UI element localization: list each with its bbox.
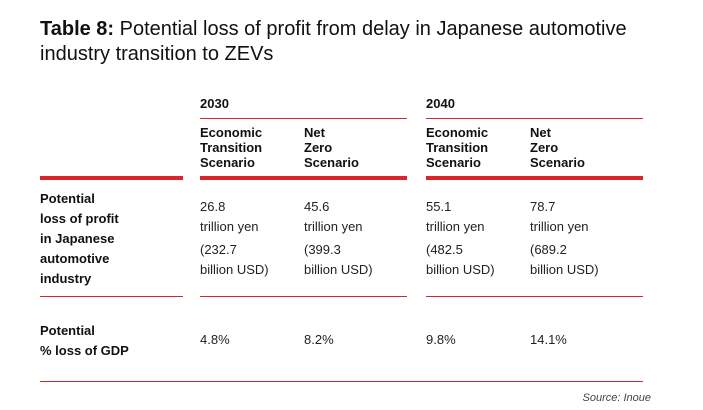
row-divider-2040 <box>426 296 643 297</box>
col-header-2040-economic: Economic Transition Scenario <box>426 125 489 170</box>
cell-profit-2030-netzero: 45.6 trillion yen (399.3 billion USD) <box>304 199 373 277</box>
table-title-text: Potential loss of profit from delay in J… <box>40 18 627 65</box>
cell-gdp-2030-netzero: 8.2% <box>304 332 334 347</box>
source-note: Source: Inoue <box>582 392 652 404</box>
period-rule-2040 <box>426 118 643 119</box>
col-header-2030-netzero: Net Zero Scenario <box>304 125 359 170</box>
table-title: Table 8: Potential loss of profit from d… <box>40 17 680 67</box>
cell-profit-2030-economic: 26.8 trillion yen (232.7 billion USD) <box>200 199 269 277</box>
header-rule-rowhead <box>40 176 183 180</box>
cell-gdp-2030-economic: 4.8% <box>200 332 230 347</box>
period-2040: 2040 <box>426 96 455 111</box>
cell-gdp-2040-netzero: 14.1% <box>530 332 567 347</box>
row-header-profit-loss: Potential loss of profit in Japanese aut… <box>40 191 119 286</box>
period-rule-2030 <box>200 118 407 119</box>
header-rule-2030 <box>200 176 407 180</box>
row-divider-2030 <box>200 296 407 297</box>
cell-profit-2040-economic: 55.1 trillion yen (482.5 billion USD) <box>426 199 495 277</box>
header-rule-2040 <box>426 176 643 180</box>
col-header-2040-netzero: Net Zero Scenario <box>530 125 585 170</box>
cell-profit-2040-netzero: 78.7 trillion yen (689.2 billion USD) <box>530 199 599 277</box>
table-bottom-rule <box>40 381 643 382</box>
row-header-gdp-loss: Potential % loss of GDP <box>40 323 129 358</box>
table-number-label: Table 8: <box>40 18 115 40</box>
col-header-2030-economic: Economic Transition Scenario <box>200 125 263 170</box>
row-divider-rowhead <box>40 296 183 297</box>
period-2030: 2030 <box>200 96 229 111</box>
cell-gdp-2040-economic: 9.8% <box>426 332 456 347</box>
